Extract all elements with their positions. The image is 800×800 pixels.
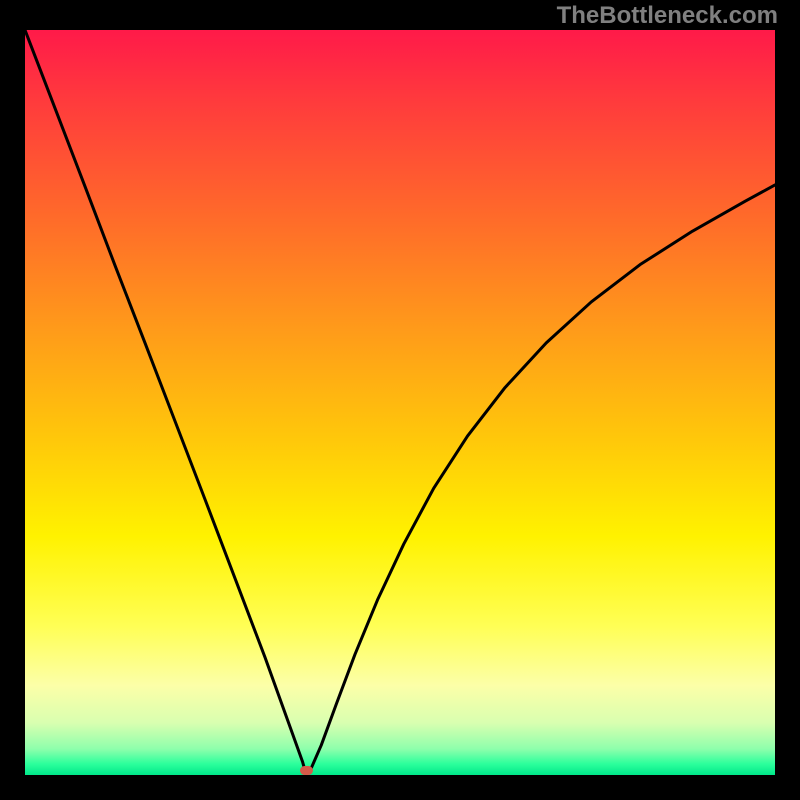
minimum-marker-icon xyxy=(300,766,313,775)
curve-path xyxy=(25,30,775,775)
plot-area xyxy=(25,30,775,775)
bottleneck-curve xyxy=(25,30,775,775)
chart-canvas: TheBottleneck.com xyxy=(0,0,800,800)
watermark-text: TheBottleneck.com xyxy=(557,2,778,30)
